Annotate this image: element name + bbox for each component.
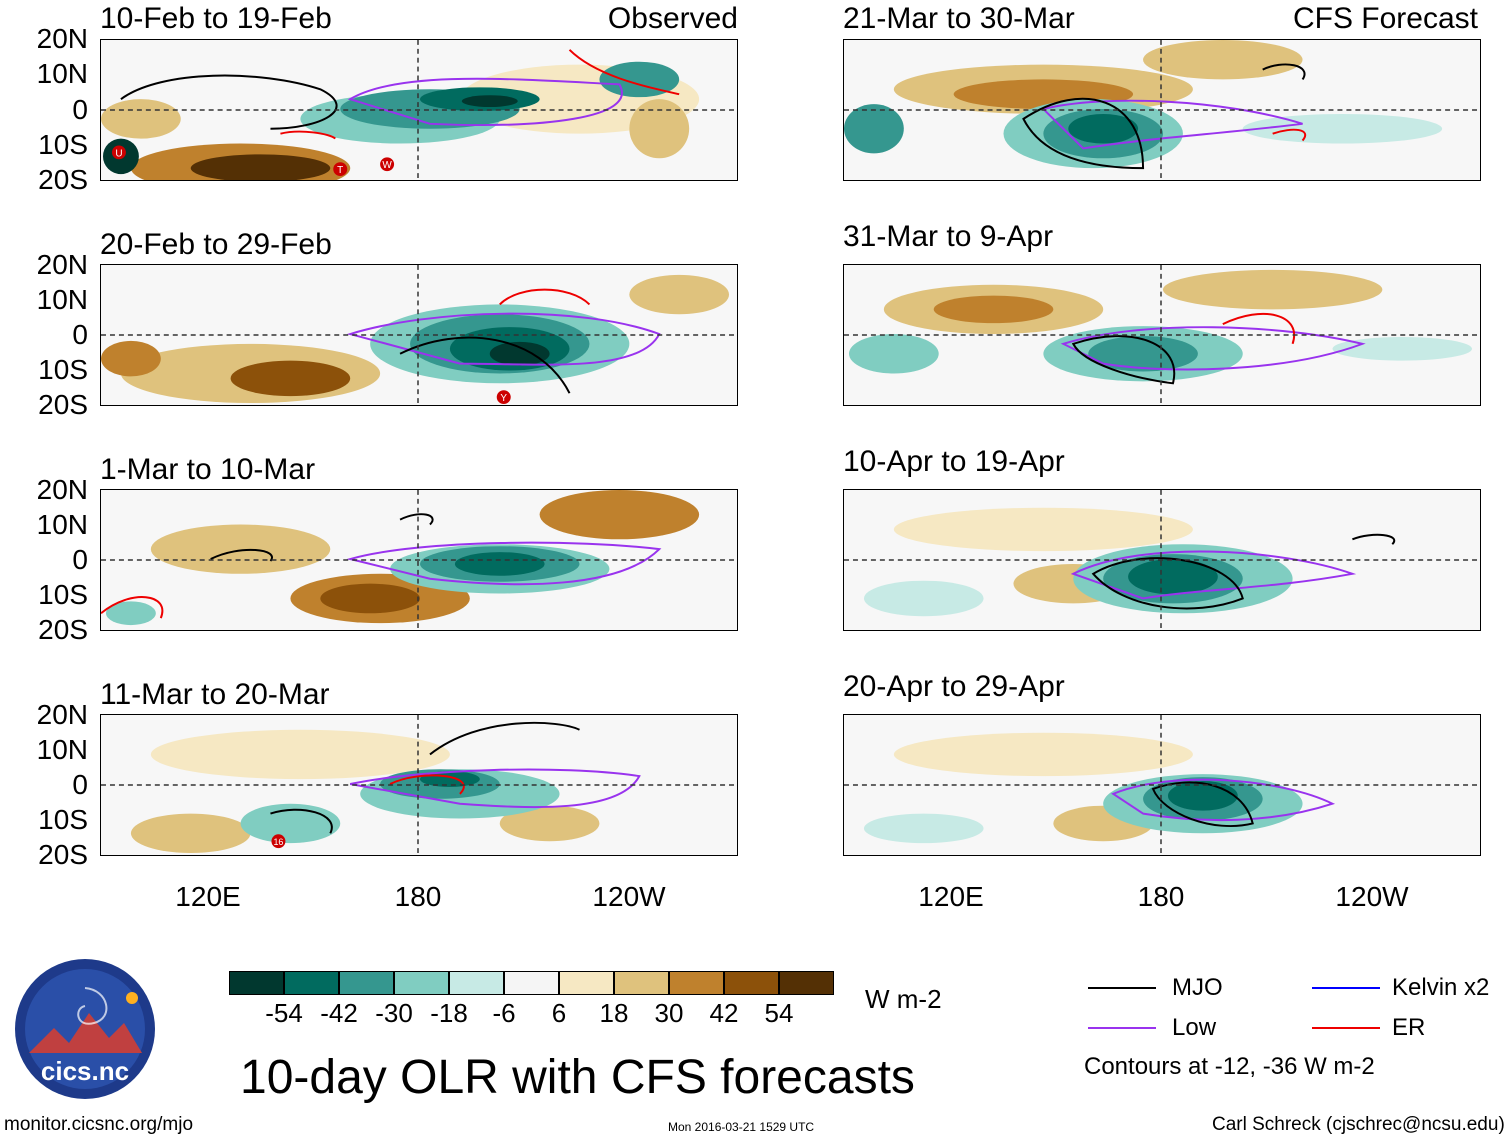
footer-timestamp: Mon 2016-03-21 1529 UTC [668,1120,815,1134]
colorbar-label: 30 [654,998,684,1028]
map-panel-7 [843,489,1481,631]
map-panel-3 [100,489,738,631]
panel-title-1: 10-Feb to 19-Feb [100,2,332,35]
lat-label: 10N [36,284,88,315]
legend-label-kelvin: Kelvin x2 [1392,974,1490,1001]
lat-label: 0 [72,769,88,800]
lat-label: 10S [38,579,88,610]
lat-label: 20N [36,23,88,54]
panel-title-3: 1-Mar to 10-Mar [100,453,316,486]
footer-url[interactable]: monitor.cicsnc.org/mjo [4,1114,194,1135]
panel-title-4: 11-Mar to 20-Mar [100,678,330,711]
legend-line-kelvin [1312,987,1380,989]
colorbar-label: 42 [709,998,739,1028]
lat-label: 20S [38,839,88,870]
colorbar-label: -18 [430,998,468,1028]
colorbar-label: -54 [265,998,303,1028]
colorbar-label: -6 [492,998,516,1028]
lat-label: 10S [38,354,88,385]
lat-label: 10N [36,58,88,89]
colorbar-box [724,971,779,995]
map-panel-2: Y [100,264,738,406]
lat-label: 20S [38,389,88,420]
lat-label: 20S [38,614,88,645]
logo-text: cics.nc [41,1056,129,1086]
footer-author: Carl Schreck (cjschrec@ncsu.edu) [1212,1114,1505,1135]
legend-line-low [1088,1027,1156,1029]
lon-label-left-180: 180 [394,881,442,912]
colorbar-box [669,971,724,995]
colorbar-box [229,971,284,995]
lat-label: 0 [72,544,88,575]
panel-title-5: 21-Mar to 30-Mar [843,2,1075,35]
lat-label: 10N [36,509,88,540]
colorbar-label: -30 [375,998,413,1028]
colorbar-label: 6 [551,998,567,1028]
panel-title-2: 20-Feb to 29-Feb [100,228,332,261]
lon-label-left-120w: 120W [592,881,666,912]
colorbar-box [614,971,669,995]
panel-title-7: 10-Apr to 19-Apr [843,445,1065,478]
colorbar-box [339,971,394,995]
map-panel-4: 16 [100,714,738,856]
contours-note: Contours at -12, -36 W m-2 [1084,1053,1375,1080]
map-panel-5 [843,39,1481,181]
map-panel-6 [843,264,1481,406]
colorbar-box [394,971,449,995]
colorbar-units: W m-2 [865,984,942,1014]
colorbar-box [779,971,834,995]
lat-label: 10S [38,804,88,835]
colorbar-box [449,971,504,995]
lat-label: 10S [38,129,88,160]
lat-label: 10N [36,734,88,765]
legend-label-low: Low [1172,1014,1217,1041]
lon-label-right-180: 180 [1137,881,1185,912]
storm-marker-t: T [337,165,343,176]
map-panel-8 [843,714,1481,856]
main-title: 10-day OLR with CFS forecasts [240,1051,915,1104]
legend-label-er: ER [1392,1014,1426,1041]
storm-marker-u: U [115,148,122,159]
colorbar-label: -42 [320,998,358,1028]
panel-title-8: 20-Apr to 29-Apr [843,670,1065,703]
lon-label-left-120e: 120E [175,881,241,912]
lat-label: 20S [38,164,88,195]
colorbar-box [504,971,559,995]
observed-label: Observed [607,2,738,35]
colorbar-box [559,971,614,995]
legend-line-mjo [1088,987,1156,989]
lat-label: 0 [72,319,88,350]
colorbar-label: 54 [764,998,794,1028]
storm-marker-w: W [382,160,392,171]
lat-label: 0 [72,94,88,125]
lon-label-right-120w: 120W [1335,881,1409,912]
cics-nc-logo: cics.nc [14,958,156,1100]
cfs-forecast-label: CFS Forecast [1292,2,1478,35]
map-panel-1: U T W [100,39,738,181]
lat-label: 20N [36,249,88,280]
colorbar-box [284,971,339,995]
lon-label-right-120e: 120E [918,881,984,912]
legend-line-er [1312,1027,1380,1029]
lat-label: 20N [36,474,88,505]
lat-label: 20N [36,699,88,730]
colorbar-label: 18 [599,998,629,1028]
legend-label-mjo: MJO [1172,974,1223,1001]
storm-marker-y: Y [500,393,507,404]
panel-title-6: 31-Mar to 9-Apr [843,220,1054,253]
storm-marker-16: 16 [273,837,283,847]
